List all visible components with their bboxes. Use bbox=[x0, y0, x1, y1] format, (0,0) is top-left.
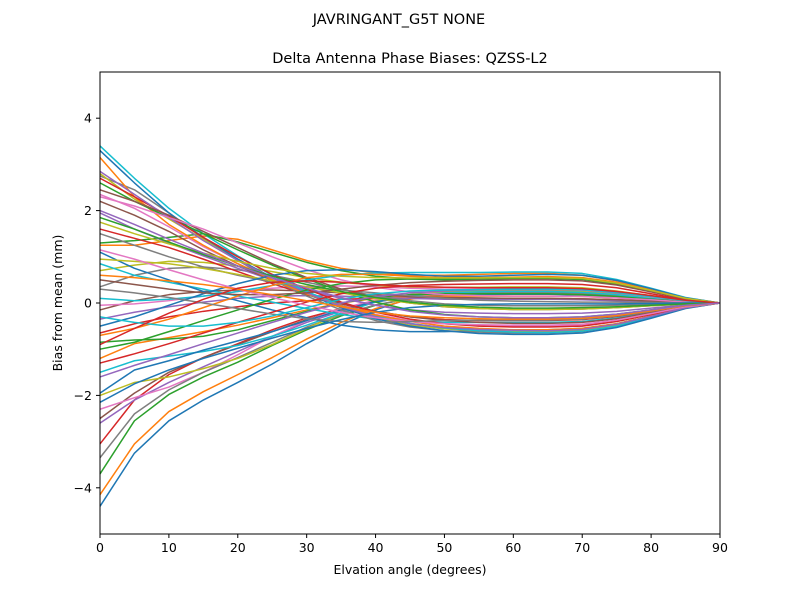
series-line bbox=[99, 302, 720, 403]
x-tick-label: 80 bbox=[643, 540, 659, 555]
y-tick-label: −4 bbox=[74, 480, 92, 495]
series-line bbox=[99, 274, 721, 320]
x-tick-label: 0 bbox=[96, 540, 104, 555]
x-tick-label: 50 bbox=[436, 540, 452, 555]
x-tick-label: 20 bbox=[230, 540, 246, 555]
y-tick-label: 4 bbox=[84, 111, 92, 126]
y-axis-label: Bias from mean (mm) bbox=[50, 235, 65, 372]
x-tick-label: 90 bbox=[712, 540, 728, 555]
series-line bbox=[99, 200, 721, 325]
plot-area bbox=[99, 145, 721, 507]
chart-suptitle: JAVRINGANT_G5T NONE bbox=[312, 12, 485, 28]
series-line bbox=[99, 277, 721, 350]
series-line bbox=[99, 170, 721, 332]
x-tick-label: 70 bbox=[574, 540, 590, 555]
plot-frame bbox=[99, 71, 721, 535]
series-line bbox=[99, 288, 721, 327]
series-line bbox=[99, 293, 721, 344]
x-axis-label: Elvation angle (degrees) bbox=[333, 562, 486, 577]
series-line bbox=[99, 279, 721, 304]
series-line bbox=[99, 196, 721, 304]
series-line bbox=[99, 209, 721, 319]
x-tick-label: 30 bbox=[299, 540, 315, 555]
x-tick-label: 10 bbox=[161, 540, 177, 555]
series-line bbox=[99, 268, 721, 327]
series-line bbox=[99, 258, 721, 311]
series-line bbox=[99, 273, 721, 337]
chart-title: Delta Antenna Phase Biases: QZSS-L2 bbox=[272, 51, 547, 67]
y-tick-label: 2 bbox=[84, 203, 92, 218]
y-tick-label: 0 bbox=[84, 296, 92, 311]
y-axis: −4 −2 0 2 4 bbox=[74, 111, 100, 495]
series-line bbox=[99, 282, 721, 364]
x-tick-label: 60 bbox=[505, 540, 521, 555]
series-line bbox=[99, 216, 721, 309]
series-line bbox=[99, 271, 721, 304]
series-line bbox=[99, 280, 721, 346]
x-axis: 0 10 20 30 40 50 60 70 80 90 bbox=[96, 534, 728, 555]
series-line bbox=[99, 294, 721, 320]
x-tick-label: 40 bbox=[368, 540, 384, 555]
series-line bbox=[99, 173, 721, 333]
series-line bbox=[99, 177, 721, 328]
series-line bbox=[99, 232, 720, 304]
y-tick-label: −2 bbox=[74, 388, 92, 403]
